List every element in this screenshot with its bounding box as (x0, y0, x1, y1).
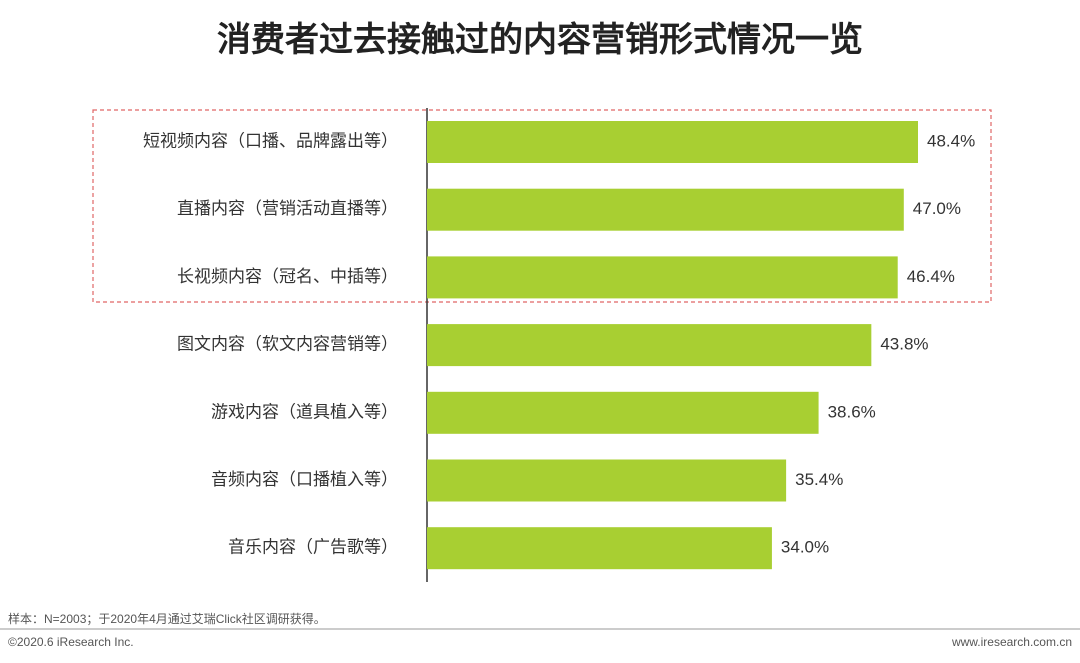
bar (427, 121, 918, 163)
value-label: 46.4% (907, 267, 955, 286)
bar (427, 527, 772, 570)
value-label: 43.8% (880, 335, 928, 354)
value-label: 48.4% (927, 131, 975, 150)
bar (427, 459, 787, 502)
website: www.iresearch.com.cn (951, 635, 1072, 649)
category-label: 图文内容（软文内容营销等） (177, 335, 398, 354)
value-label: 35.4% (795, 470, 843, 489)
bar (427, 256, 898, 299)
value-label: 34.0% (781, 538, 829, 557)
value-label: 38.6% (828, 402, 876, 421)
source-note: 样本：N=2003；于2020年4月通过艾瑞Click社区调研获得。 (8, 611, 326, 626)
category-label: 长视频内容（冠名、中插等） (177, 267, 398, 286)
category-label: 直播内容（营销活动直播等） (177, 199, 398, 218)
bar (427, 324, 872, 367)
category-label: 游戏内容（道具植入等） (211, 402, 398, 421)
category-label: 音乐内容（广告歌等） (228, 538, 398, 557)
category-label: 短视频内容（口播、品牌露出等） (143, 131, 398, 150)
copyright: ©2020.6 iResearch Inc. (8, 635, 134, 649)
chart-title: 消费者过去接触过的内容营销形式情况一览 (217, 21, 863, 59)
category-label: 音频内容（口播植入等） (211, 470, 398, 489)
highlight-box (92, 109, 992, 303)
value-label: 47.0% (913, 199, 961, 218)
bar (427, 391, 819, 434)
bar (427, 188, 904, 231)
